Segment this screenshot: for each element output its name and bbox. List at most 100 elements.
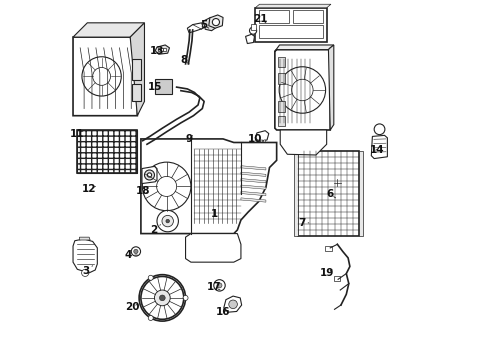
Polygon shape [241,179,265,183]
Text: 19: 19 [319,268,333,278]
Polygon shape [155,45,169,54]
Circle shape [131,247,140,256]
Text: 3: 3 [82,266,93,276]
Text: 13: 13 [149,46,164,57]
Circle shape [165,219,169,223]
Circle shape [148,315,153,320]
Circle shape [291,79,312,101]
Bar [251,23,255,30]
Bar [358,151,363,237]
Text: 2: 2 [149,225,160,235]
Bar [132,59,141,80]
Bar [333,276,339,281]
Polygon shape [130,23,144,116]
Bar [163,48,165,51]
Bar [160,48,163,51]
Bar [278,73,285,84]
Bar [77,130,137,173]
Circle shape [157,210,178,232]
Polygon shape [241,192,265,196]
Bar [278,116,285,126]
Polygon shape [73,239,97,273]
Polygon shape [80,237,90,240]
Text: 16: 16 [215,307,230,317]
Polygon shape [208,15,223,28]
Polygon shape [187,23,203,33]
Circle shape [213,280,225,291]
Polygon shape [142,166,157,184]
Circle shape [373,124,384,135]
Polygon shape [255,131,268,141]
Circle shape [142,162,190,211]
Text: 18: 18 [135,186,150,196]
Circle shape [183,296,188,300]
Text: 10: 10 [247,134,262,144]
Polygon shape [241,198,265,202]
Circle shape [134,249,138,253]
Polygon shape [141,139,276,234]
Bar [278,102,285,112]
Polygon shape [370,135,386,158]
Circle shape [147,173,151,177]
Bar [132,84,141,102]
Bar [293,151,298,237]
Bar [255,8,326,42]
Circle shape [156,176,176,197]
Text: 9: 9 [185,134,192,144]
Polygon shape [263,140,265,144]
Polygon shape [73,37,137,116]
Circle shape [148,275,153,280]
Polygon shape [73,23,144,37]
Text: 6: 6 [326,189,335,199]
Text: 5: 5 [200,19,208,30]
Polygon shape [274,50,329,130]
Text: 4: 4 [124,250,137,260]
Bar [77,130,137,173]
Polygon shape [185,234,241,262]
Circle shape [212,18,219,26]
Circle shape [329,175,345,191]
Polygon shape [241,185,265,189]
Polygon shape [241,172,265,176]
Bar [292,10,323,23]
Circle shape [141,276,183,319]
Bar [258,24,323,38]
Bar [298,151,358,237]
Circle shape [82,57,121,96]
Polygon shape [280,130,326,155]
Polygon shape [328,45,333,130]
Polygon shape [245,34,254,44]
Bar [258,10,288,23]
Text: 8: 8 [180,55,189,65]
Polygon shape [241,166,265,170]
Circle shape [249,27,256,34]
Circle shape [144,170,154,180]
Polygon shape [257,140,259,144]
Bar [324,246,331,251]
Circle shape [159,295,165,301]
Circle shape [333,179,340,186]
Circle shape [154,290,170,306]
Circle shape [279,67,325,113]
Text: 11: 11 [69,129,83,139]
Circle shape [81,269,88,276]
Circle shape [228,300,237,309]
Bar [155,79,172,94]
Circle shape [217,283,222,288]
Polygon shape [255,4,330,8]
Text: 14: 14 [368,145,383,155]
Polygon shape [274,45,333,51]
Bar [278,57,285,67]
Text: 21: 21 [253,14,267,23]
Text: 20: 20 [124,302,139,312]
Circle shape [93,67,110,85]
Text: 17: 17 [206,282,221,292]
Text: 15: 15 [148,82,162,92]
Bar [157,48,160,51]
Text: 7: 7 [297,218,308,228]
Text: 12: 12 [81,184,96,194]
Circle shape [162,215,173,227]
Polygon shape [328,171,346,194]
Text: 1: 1 [210,206,218,219]
Polygon shape [203,18,216,31]
